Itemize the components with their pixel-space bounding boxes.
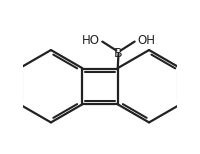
- Text: B: B: [114, 47, 123, 60]
- Text: HO: HO: [82, 34, 100, 47]
- Text: OH: OH: [137, 34, 155, 47]
